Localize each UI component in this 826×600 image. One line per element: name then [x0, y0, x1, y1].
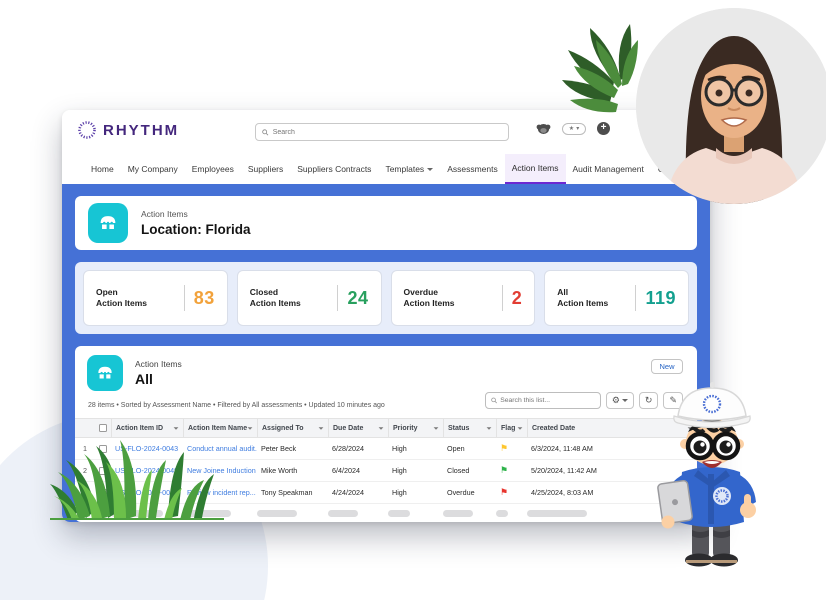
stat-value-open: 83: [193, 287, 215, 308]
app-window: RHYTHM ★▾ +: [62, 110, 710, 522]
nav-item-action-items[interactable]: Action Items: [504, 154, 566, 184]
stat-card-closed[interactable]: Closed Action Items 24: [236, 270, 382, 326]
chevron-down-icon: [517, 426, 523, 430]
chevron-down-icon: [173, 426, 179, 430]
pencil-icon: ✎: [669, 395, 677, 405]
flag-icon[interactable]: ⚑: [500, 465, 509, 475]
chevron-down-icon: [427, 167, 434, 171]
global-search-input[interactable]: [272, 128, 502, 136]
action-item-name-link[interactable]: Conduct annual audit...: [187, 444, 257, 453]
action-item-id-link[interactable]: US-FLO-2024-0043: [115, 444, 179, 453]
rhythm-logo[interactable]: RHYTHM: [77, 120, 179, 140]
list-settings-button[interactable]: ⚙: [605, 392, 634, 409]
col-flag[interactable]: Flag: [496, 419, 527, 437]
nav-item-home[interactable]: Home: [91, 164, 114, 174]
action-item-name-link[interactable]: New Joinee Induction: [187, 466, 256, 475]
table-row[interactable]: 1 US-FLO-2024-0043 Conduct annual audit.…: [75, 438, 697, 460]
col-status[interactable]: Status: [443, 419, 496, 437]
list-search[interactable]: [484, 392, 601, 409]
col-action-item-id[interactable]: Action Item ID: [111, 419, 183, 437]
list-meta-text: 28 items • Sorted by Assessment Name • F…: [88, 402, 385, 409]
chevron-down-icon: [433, 426, 439, 430]
plant-leaves: [562, 24, 638, 113]
refresh-icon: ↻: [644, 395, 653, 405]
list-app-label: Action Items: [135, 359, 182, 369]
add-icon[interactable]: +: [597, 122, 610, 135]
nav-item-suppliers[interactable]: Suppliers: [247, 164, 284, 174]
list-view-title[interactable]: All: [135, 371, 153, 387]
customer-photo: [636, 8, 826, 204]
star-icon: ★: [568, 126, 575, 132]
woman-portrait-illustration: [636, 8, 826, 204]
main-nav: Home My Company Employees Suppliers Supp…: [62, 154, 710, 184]
nav-item-suppliers-contracts[interactable]: Suppliers Contracts: [297, 164, 372, 174]
gear-icon: ⚙: [611, 395, 620, 405]
stat-card-open[interactable]: Open Action Items 83: [83, 270, 228, 326]
mascot-character: [657, 382, 756, 567]
chevron-down-icon: [318, 426, 324, 430]
stat-value-all: 119: [645, 287, 676, 308]
table-row[interactable]: 2 US-FLO-2024-0049 New Joinee Induction …: [75, 460, 697, 482]
chevron-down-icon: [247, 426, 253, 430]
col-action-item-name[interactable]: Action Item Name: [183, 419, 257, 437]
header-app-label: Action Items: [141, 209, 188, 219]
col-assigned-to[interactable]: Assigned To: [257, 419, 328, 437]
nav-item-templates[interactable]: Templates: [378, 154, 440, 184]
action-items-app-icon: [88, 203, 128, 243]
chevron-down-icon: [486, 426, 492, 430]
page-content: Action Items Location: Florida Open Actio…: [62, 184, 710, 522]
notifications-icon[interactable]: [536, 123, 551, 135]
col-created-date[interactable]: Created Date: [527, 419, 697, 437]
action-item-id-link[interactable]: US-FLO-2024-0049: [115, 466, 179, 475]
storefront-icon: [100, 216, 116, 230]
rhythm-logo-mark-icon: [78, 121, 96, 139]
row-checkbox[interactable]: [99, 444, 107, 453]
page-header-card: Action Items Location: Florida: [75, 196, 697, 250]
favorites-pill[interactable]: ★ ▾: [562, 122, 586, 135]
stat-value-overdue: 2: [511, 287, 523, 308]
loading-skeleton-row: [75, 506, 697, 520]
table-header: Action Item ID Action Item Name Assigned…: [75, 418, 697, 438]
chevron-down-icon: [378, 426, 384, 430]
chevron-down-icon: [621, 399, 628, 402]
rhythm-logo-text: RHYTHM: [103, 121, 180, 139]
global-search[interactable]: [255, 123, 509, 141]
list-view-panel: Action Items All New 28 items • Sorted b…: [75, 346, 697, 522]
grass-decoration: [50, 440, 224, 520]
edit-button[interactable]: ✎: [663, 392, 683, 409]
action-item-name-link[interactable]: Review incident rep...: [187, 488, 256, 497]
refresh-button[interactable]: ↻: [638, 392, 659, 409]
page-title: Location: Florida: [141, 222, 251, 237]
stat-card-overdue[interactable]: Overdue Action Items 2: [390, 270, 536, 326]
nav-item-employees[interactable]: Employees: [191, 164, 234, 174]
stat-value-closed: 24: [347, 287, 369, 308]
stats-panel: Open Action Items 83 Closed Action Items 2…: [75, 262, 697, 334]
search-icon: [262, 128, 269, 135]
nav-item-audit-management[interactable]: Audit Management: [572, 164, 644, 174]
col-due-date[interactable]: Due Date: [328, 419, 388, 437]
select-all-checkbox[interactable]: [99, 424, 107, 432]
action-items-app-icon: [87, 355, 123, 391]
nav-item-my-company[interactable]: My Company: [127, 164, 178, 174]
col-priority[interactable]: Priority: [388, 419, 443, 437]
app-topbar: RHYTHM ★▾ +: [62, 110, 710, 154]
flag-icon[interactable]: ⚑: [500, 487, 509, 497]
nav-item-assessments[interactable]: Assessments: [447, 164, 498, 174]
storefront-icon: [98, 366, 112, 379]
flag-icon[interactable]: ⚑: [500, 443, 509, 453]
new-button[interactable]: New: [651, 359, 683, 374]
chevron-down-icon: [687, 426, 693, 430]
search-icon: [491, 397, 497, 404]
stat-card-all[interactable]: All Action Items 119: [544, 270, 689, 326]
caret-icon: ▾: [576, 126, 580, 132]
list-search-input[interactable]: [500, 397, 595, 404]
